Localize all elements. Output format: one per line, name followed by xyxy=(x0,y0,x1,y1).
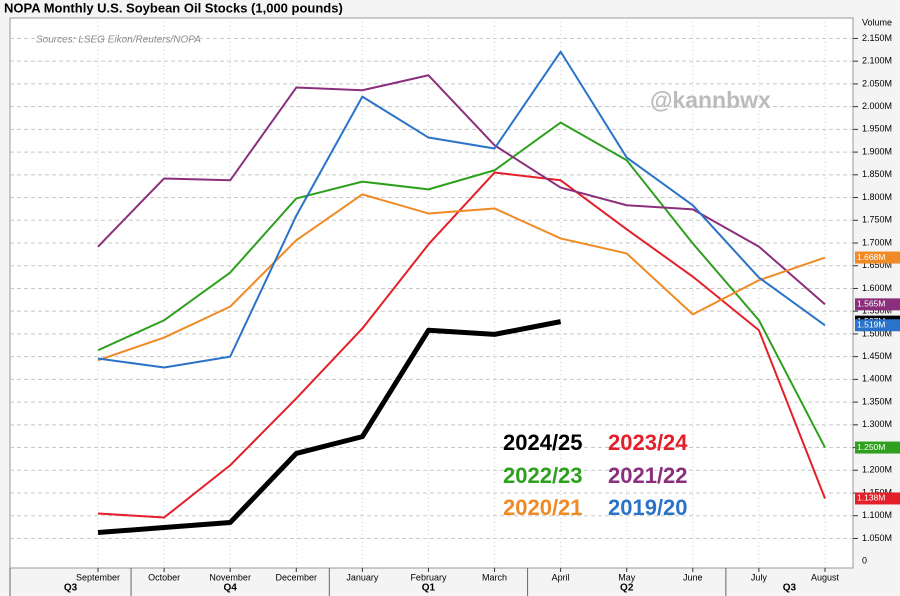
value-label: 1.519M xyxy=(857,320,885,330)
x-tick-label: February xyxy=(410,572,447,582)
y-tick-label: 2.050M xyxy=(862,78,892,88)
y-tick-label: 1.150M xyxy=(862,487,892,497)
x-tick-label: June xyxy=(683,572,703,582)
value-label: 1.668M xyxy=(857,252,885,262)
y-axis-title: Volume xyxy=(862,17,892,27)
x-tick-label: December xyxy=(276,572,318,582)
series-line xyxy=(97,74,826,306)
y-tick-label: 1.050M xyxy=(862,533,892,543)
legend-entry: 2023/24 xyxy=(608,430,688,455)
series-line xyxy=(97,193,826,362)
y-tick-label: 1.500M xyxy=(862,328,892,338)
value-label-box xyxy=(855,441,900,454)
value-label-box xyxy=(855,298,900,311)
value-label: 1.138M xyxy=(857,493,885,503)
y-tick-label: 1.450M xyxy=(862,351,892,361)
chart-title: NOPA Monthly U.S. Soybean Oil Stocks (1,… xyxy=(4,0,343,15)
y-tick-label: 1.600M xyxy=(862,283,892,293)
quarter-label: Q3 xyxy=(64,583,78,594)
watermark: @kannbwx xyxy=(650,87,771,113)
axis-break-label: 0 xyxy=(862,555,867,565)
y-tick-label: 1.800M xyxy=(862,192,892,202)
value-label: 1.250M xyxy=(857,442,885,452)
y-tick-label: 1.200M xyxy=(862,465,892,475)
y-tick-label: 1.650M xyxy=(862,260,892,270)
y-tick-label: 2.100M xyxy=(862,56,892,66)
legend-entry: 2021/22 xyxy=(608,463,688,488)
value-label: 1.565M xyxy=(857,299,885,309)
legend-entry: 2019/20 xyxy=(608,495,688,520)
y-tick-label: 1.850M xyxy=(862,169,892,179)
x-tick-label: January xyxy=(346,572,379,582)
x-tick-label: November xyxy=(209,572,251,582)
legend-entry: 2022/23 xyxy=(503,463,583,488)
series-line xyxy=(97,121,826,449)
y-tick-label: 1.700M xyxy=(862,237,892,247)
y-tick-label: 1.300M xyxy=(862,419,892,429)
value-label-box xyxy=(855,251,900,264)
source: Sources: LSEG Eikon/Reuters/NOPA xyxy=(36,35,201,46)
quarter-label: Q3 xyxy=(783,583,797,594)
y-tick-label: 1.400M xyxy=(862,374,892,384)
y-tick-label: 1.750M xyxy=(862,215,892,225)
y-tick-label: 2.000M xyxy=(862,101,892,111)
legend-entry: 2020/21 xyxy=(503,495,583,520)
y-tick-label: 1.900M xyxy=(862,146,892,156)
x-tick-label: September xyxy=(76,572,120,582)
series-line xyxy=(97,319,562,536)
series-line xyxy=(97,50,826,369)
y-tick-label: 1.550M xyxy=(862,306,892,316)
y-tick-label: 1.350M xyxy=(862,396,892,406)
y-tick-label: 2.150M xyxy=(862,33,892,43)
quarter-label: Q2 xyxy=(620,583,634,594)
quarter-label: Q1 xyxy=(422,583,436,594)
x-tick-label: March xyxy=(482,572,507,582)
x-tick-label: April xyxy=(552,572,570,582)
x-tick-label: May xyxy=(618,572,636,582)
series-line xyxy=(97,171,826,519)
y-tick-label: 1.950M xyxy=(862,124,892,134)
quarter-label: Q4 xyxy=(224,583,238,594)
legend-entry: 2024/25 xyxy=(503,430,583,455)
x-tick-label: July xyxy=(751,572,768,582)
value-label-box xyxy=(855,319,900,332)
x-tick-label: October xyxy=(148,572,180,582)
value-label-box xyxy=(855,492,900,505)
y-tick-label: 1.100M xyxy=(862,510,892,520)
x-tick-label: August xyxy=(811,572,840,582)
